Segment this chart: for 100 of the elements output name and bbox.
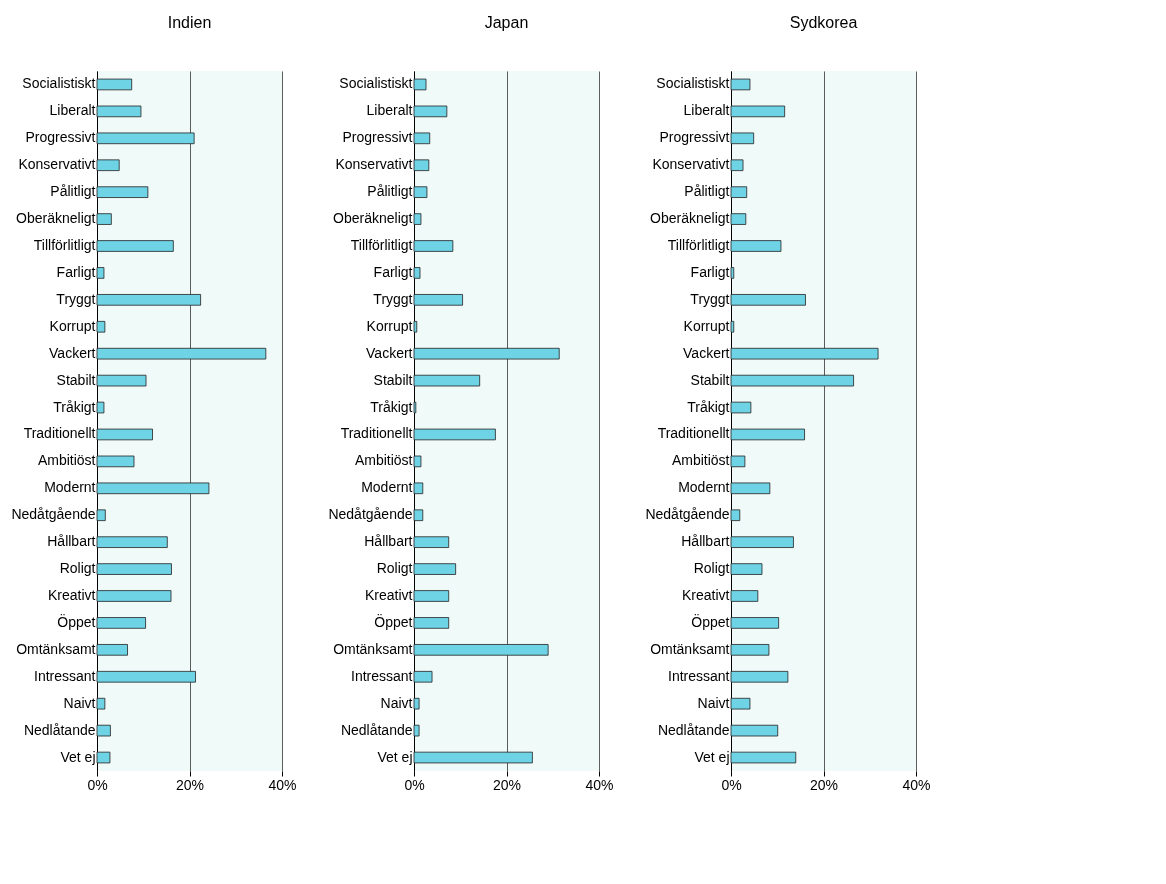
- bar: [730, 482, 771, 495]
- y-tick-label: Korrupt: [683, 317, 730, 334]
- y-tick-label: Nedlåtande: [23, 721, 96, 738]
- bar: [96, 240, 174, 252]
- y-tick-label: Traditionellt: [657, 425, 730, 442]
- y-tick-label: Naivt: [380, 694, 413, 711]
- bar: [413, 697, 420, 710]
- y-tick-label: Modernt: [361, 479, 413, 496]
- x-tick-label: 20%: [175, 776, 205, 793]
- chart-title: Indien: [167, 14, 212, 31]
- y-tick-label: Farligt: [373, 263, 413, 280]
- bar: [96, 536, 168, 548]
- bar: [730, 105, 786, 118]
- y-tick-label: Vet ej: [60, 748, 96, 765]
- bar: [96, 644, 128, 656]
- y-tick-label: Stabilt: [56, 371, 96, 388]
- bar: [730, 159, 744, 172]
- bar: [96, 751, 111, 764]
- bar: [413, 428, 496, 441]
- y-tick-label: Ambitiöst: [37, 452, 96, 469]
- bar: [413, 455, 422, 468]
- y-tick-label: Nedlåtande: [340, 721, 413, 738]
- chart-title: Sydkorea: [789, 14, 858, 31]
- bar: [96, 78, 133, 91]
- x-tick-label: 40%: [902, 776, 931, 793]
- y-tick-label: Progressivt: [342, 129, 413, 146]
- y-tick-label: Nedåtgående: [328, 506, 413, 523]
- y-tick-label: Konservativt: [335, 156, 413, 173]
- y-tick-label: Korrupt: [49, 317, 96, 334]
- y-tick-label: Liberalt: [49, 102, 96, 119]
- y-tick-label: Tråkigt: [370, 398, 413, 415]
- bar: [730, 697, 751, 710]
- y-tick-label: Pålitligt: [50, 183, 96, 200]
- y-tick-label: Oberäkneligt: [16, 210, 96, 227]
- y-tick-label: Vet ej: [377, 748, 413, 765]
- bar: [730, 428, 805, 441]
- y-tick-label: Socialistiskt: [339, 75, 413, 92]
- bar: [730, 617, 780, 629]
- x-tick-label: 20%: [809, 776, 839, 793]
- y-tick-label: Konservativt: [18, 156, 96, 173]
- bar: [96, 320, 106, 333]
- bar: [413, 536, 450, 548]
- bar: [730, 78, 751, 91]
- y-tick-label: Intressant: [34, 667, 96, 684]
- y-tick-label: Öppet: [691, 612, 730, 630]
- y-tick-label: Tryggt: [373, 290, 413, 307]
- y-tick-label: Traditionellt: [23, 425, 96, 442]
- bar: [730, 509, 741, 522]
- bar: [730, 213, 747, 225]
- bar: [96, 186, 149, 198]
- bar: [96, 455, 135, 468]
- bar: [730, 670, 789, 683]
- bar: [413, 213, 422, 225]
- y-tick-label: Tryggt: [56, 290, 96, 307]
- y-tick-label: Tråkigt: [53, 398, 96, 415]
- x-tick-label: 0%: [87, 776, 108, 793]
- bar: [413, 105, 448, 118]
- y-tick-label: Omtänksamt: [650, 640, 730, 657]
- bar: [413, 347, 560, 360]
- y-tick-label: Oberäkneligt: [333, 210, 413, 227]
- y-tick-label: Modernt: [678, 479, 730, 496]
- bar: [413, 563, 457, 575]
- y-tick-label: Progressivt: [659, 129, 730, 146]
- bar: [730, 724, 779, 737]
- y-tick-label: Tråkigt: [687, 398, 730, 415]
- bar: [413, 374, 481, 387]
- bar: [96, 590, 172, 602]
- y-tick-label: Tillförlitligt: [350, 237, 413, 253]
- bar: [730, 186, 748, 198]
- bar: [413, 670, 433, 683]
- bar: [730, 563, 763, 575]
- y-tick-label: Socialistiskt: [22, 75, 96, 92]
- y-tick-label: Ambitiöst: [671, 452, 730, 469]
- bar: [96, 105, 142, 118]
- bar: [96, 213, 112, 225]
- y-tick-label: Kreativt: [682, 587, 730, 603]
- bar: [96, 401, 105, 414]
- y-tick-label: Öppet: [57, 612, 96, 630]
- bar: [413, 590, 450, 602]
- bar: [730, 320, 735, 333]
- bar: [96, 724, 111, 737]
- bar: [730, 455, 746, 468]
- y-tick-label: Intressant: [351, 667, 413, 684]
- x-tick-label: 0%: [721, 776, 742, 793]
- bar: [413, 159, 430, 172]
- bar: [413, 294, 463, 306]
- bar: [96, 294, 201, 306]
- bar: [413, 132, 431, 145]
- y-tick-label: Vet ej: [694, 748, 730, 765]
- bar: [413, 78, 427, 91]
- bar: [96, 563, 172, 575]
- bar: [96, 697, 106, 710]
- bar: [730, 132, 755, 145]
- bar: [730, 401, 752, 414]
- y-tick-label: Liberalt: [366, 102, 413, 119]
- bar: [96, 132, 195, 145]
- y-tick-label: Hållbart: [47, 533, 96, 550]
- chart-title: Japan: [484, 14, 529, 31]
- bar: [96, 159, 120, 172]
- y-tick-label: Roligt: [693, 560, 730, 577]
